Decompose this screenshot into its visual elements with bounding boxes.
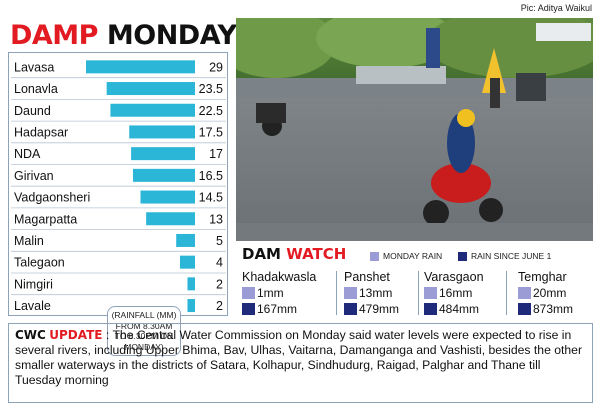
divider (336, 271, 337, 315)
bar (179, 255, 195, 269)
rainfall-bar-chart: Lavasa 29 Lonavla 23.5 Daund 22.5 Hadapsar 17.5… (11, 60, 226, 313)
category-label: Vadgaonsheri (14, 191, 90, 205)
value-label: 4 (216, 256, 223, 270)
category-label: Magarpatta (14, 212, 77, 226)
legend-since-label: RAIN SINCE JUNE 1 (471, 251, 552, 261)
legend-since-june: RAIN SINCE JUNE 1 (458, 251, 551, 261)
bar (146, 212, 195, 226)
rain-street-photo (236, 18, 593, 241)
dam-watch-title: DAM WATCH (242, 245, 346, 263)
bar (140, 190, 195, 204)
monday-box (242, 287, 255, 299)
category-label: Malin (14, 234, 44, 248)
since-box (242, 303, 255, 315)
bar (131, 147, 195, 161)
value-label: 2 (216, 299, 223, 313)
dam-watch: DAM WATCH MONDAY RAIN RAIN SINCE JUNE 1 … (236, 243, 593, 319)
dam-name: Temghar (518, 270, 567, 284)
dam-name: Khadakwasla (242, 270, 317, 284)
since-value: 167mm (257, 302, 298, 316)
since-box (518, 303, 531, 315)
cwc-update: CWC UPDATE : The Central Water Commissio… (8, 323, 593, 403)
value-label: 13 (209, 212, 223, 226)
rainfall-chart: Lavasa 29 Lonavla 23.5 Daund 22.5 Hadapsar 17.5… (8, 52, 228, 356)
divider (506, 271, 507, 315)
monday-box (518, 287, 531, 299)
value-label: 17 (209, 147, 223, 161)
since-value: 873mm (533, 302, 574, 316)
bar (86, 60, 195, 74)
dam-name: Varasgaon (424, 270, 484, 284)
legend-monday-label: MONDAY RAIN (383, 251, 443, 261)
bar (129, 125, 195, 139)
headline-part1: DAMP (10, 20, 98, 51)
monday-value: 13mm (359, 286, 393, 300)
category-label: NDA (14, 147, 41, 161)
since-value: 484mm (439, 302, 480, 316)
value-label: 29 (209, 60, 223, 74)
photo-credit: Pic: Aditya Waikul (520, 3, 592, 13)
bar (187, 299, 195, 313)
bar (187, 277, 195, 291)
update-label: UPDATE (49, 328, 103, 342)
category-label: Lavasa (14, 60, 54, 74)
since-box (344, 303, 357, 315)
bar (132, 168, 195, 182)
value-label: 2 (216, 277, 223, 291)
monday-box (424, 287, 437, 299)
headline: DAMP MONDAY (10, 20, 237, 51)
value-label: 22.5 (199, 104, 223, 118)
monday-box (344, 287, 357, 299)
category-label: Talegaon (14, 256, 65, 270)
category-label: Lonavla (14, 82, 58, 96)
dam-panshet: Panshet 13mm 479mm (344, 270, 424, 316)
category-label: Daund (14, 104, 51, 118)
since-value: 479mm (359, 302, 400, 316)
dam-khadakwasla: Khadakwasla 1mm 167mm (242, 270, 322, 316)
bar (106, 82, 195, 96)
value-label: 23.5 (199, 82, 223, 96)
bar (110, 103, 195, 117)
bar (176, 233, 195, 247)
divider (418, 271, 419, 315)
dam-varasgaon: Varasgaon 16mm 484mm (424, 270, 504, 316)
monday-value: 1mm (257, 286, 284, 300)
headline-part2: MONDAY (106, 20, 237, 51)
value-label: 5 (216, 234, 223, 248)
monday-value: 20mm (533, 286, 567, 300)
monday-rain-swatch (370, 251, 379, 261)
dam-watch-title-1: DAM (242, 245, 281, 263)
dam-temghar: Temghar 20mm 873mm (518, 270, 598, 316)
monday-value: 16mm (439, 286, 473, 300)
rainfall-note: (RAINFALL (MM) FROM 8.30AM TO 8.30PM ON … (107, 306, 181, 356)
since-box (424, 303, 437, 315)
dam-name: Panshet (344, 270, 390, 284)
dam-watch-title-2: WATCH (286, 245, 347, 263)
legend-monday-rain: MONDAY RAIN (370, 251, 442, 261)
category-label: Hadapsar (14, 125, 68, 139)
category-label: Girivan (14, 169, 54, 183)
value-label: 17.5 (199, 125, 223, 139)
category-label: Lavale (14, 299, 51, 313)
category-label: Nimgiri (14, 277, 53, 291)
since-june-swatch (458, 251, 467, 261)
value-label: 14.5 (199, 191, 223, 205)
cwc-text: : The Central Water Commission on Monday… (15, 328, 583, 387)
value-label: 16.5 (199, 169, 223, 183)
cwc-label: CWC (15, 328, 46, 342)
